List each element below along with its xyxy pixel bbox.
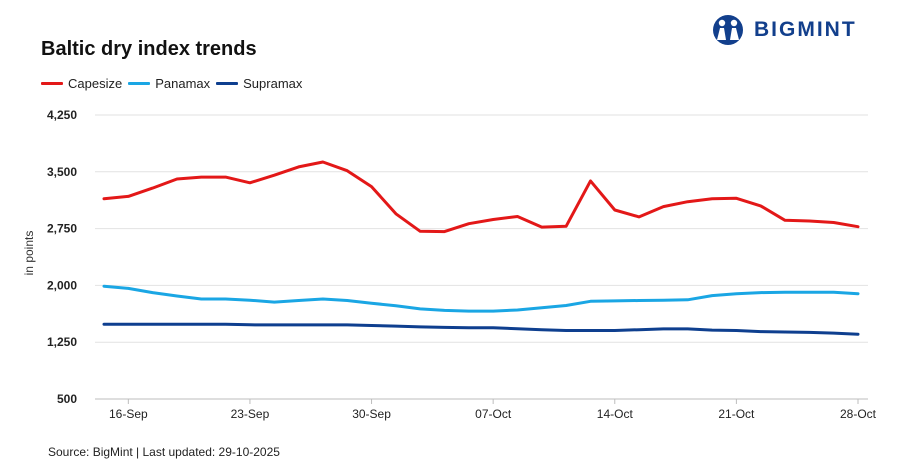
- legend-item-capesize: Capesize: [41, 76, 122, 91]
- bigmint-logo-icon: [713, 15, 743, 45]
- y-tick-label: 500: [57, 392, 77, 406]
- legend-item-supramax: Supramax: [216, 76, 302, 91]
- y-tick-label: 2,000: [47, 278, 77, 292]
- series-line-panamax: [102, 284, 860, 313]
- series-line-supramax: [102, 322, 860, 336]
- brand-logo: BIGMINT: [710, 14, 857, 46]
- x-tick-label: 16-Sep: [109, 407, 148, 421]
- brand-name: BIGMINT: [754, 18, 857, 41]
- x-tick-label: 23-Sep: [231, 407, 270, 421]
- legend-label-capesize: Capesize: [68, 76, 123, 91]
- legend-item-panamax: Panamax: [128, 76, 210, 91]
- legend-swatch-capesize: [41, 82, 63, 85]
- page-title: Baltic dry index trends: [41, 38, 257, 60]
- chart-legend: Capesize Panamax Supramax: [41, 76, 308, 91]
- series-line-capesize: [102, 160, 860, 234]
- y-tick-label: 3,500: [47, 165, 77, 179]
- source-note: Source: BigMint | Last updated: 29-10-20…: [48, 445, 280, 459]
- x-tick-label: 28-Oct: [840, 407, 877, 421]
- y-tick-label: 2,750: [47, 222, 77, 236]
- x-tick-label: 21-Oct: [718, 407, 755, 421]
- legend-label-supramax: Supramax: [243, 76, 303, 91]
- y-tick-label: 4,250: [47, 108, 77, 122]
- x-tick-label: 07-Oct: [475, 407, 512, 421]
- x-tick-label: 14-Oct: [597, 407, 634, 421]
- legend-swatch-supramax: [216, 82, 239, 85]
- x-tick-label: 30-Sep: [352, 407, 391, 421]
- legend-swatch-panamax: [128, 82, 151, 85]
- legend-label-panamax: Panamax: [155, 76, 211, 91]
- y-tick-label: 1,250: [47, 335, 77, 349]
